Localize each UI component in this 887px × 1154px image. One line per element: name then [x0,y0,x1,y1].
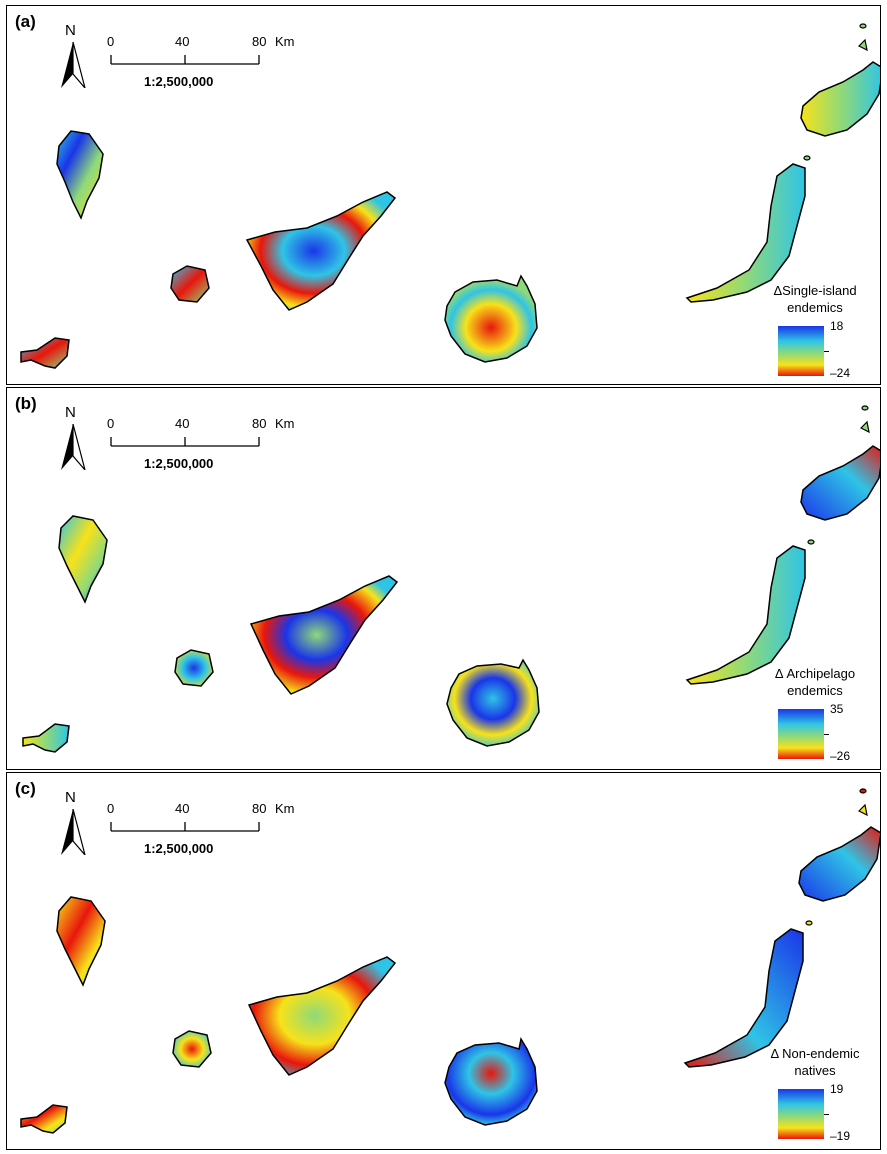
north-arrow-icon [61,42,86,88]
scale-unit: Km [275,34,295,49]
island-la-palma [58,515,108,604]
north-label: N [65,22,76,39]
map-panel-c: (c) N 0 40 80 Km 1:2,500,000 [6,772,881,1150]
north-label: N [65,789,76,806]
islet [859,420,870,434]
panel-label: (b) [15,394,37,413]
island-gran-canaria [444,274,538,363]
map-panel-b: (b) N 0 40 80 Km 1:2,500,000 [6,387,881,770]
legend-subtitle: endemics [787,300,843,315]
islet [805,920,813,926]
scale-tick-80: 80 [252,34,267,49]
island-la-gomera [170,265,210,303]
legend-title: Δ Non-endemic [770,1046,860,1061]
legend-max: 19 [830,1082,844,1096]
scale-tick-0: 0 [107,416,115,431]
scale-ratio: 1:2,500,000 [144,456,214,471]
legend-min: –26 [830,749,851,763]
north-arrow-icon [61,424,86,470]
legend: ΔSingle-island endemics 18 –24 [760,282,870,380]
map-panel-a: (a) N 0 40 80 Km 1:2,500,000 [6,5,881,385]
island-la-palma [56,130,104,220]
scale-bar: 0 40 80 Km 1:2,500,000 [107,801,307,856]
island-gran-canaria [444,1036,538,1126]
island-el-hierro [20,337,70,369]
island-fuerteventura [683,928,804,1068]
islet [857,803,868,817]
legend-color-bar [778,1089,824,1139]
scale-tick-0: 0 [107,34,115,49]
islet [859,788,867,794]
islet [861,405,869,411]
island-el-hierro [20,1104,68,1134]
legend-max: 35 [830,702,844,716]
scale-tick-40: 40 [175,416,190,431]
legend: Δ Non-endemic natives 19 –19 [760,1045,870,1143]
island-tenerife [245,191,397,311]
legend-color-bar [778,709,824,759]
island-lanzarote [798,826,880,902]
legend-mid-tick [824,351,829,352]
islet [803,155,811,161]
north-arrow-icon [61,809,86,855]
island-la-palma [56,896,106,987]
legend-mid-tick [824,734,829,735]
island-la-gomera [174,649,214,687]
islet [857,38,868,52]
legend-min: –19 [830,1129,851,1143]
island-lanzarote [800,445,880,521]
scale-tick-40: 40 [175,801,190,816]
scale-tick-0: 0 [107,801,115,816]
scale-bar: 0 40 80 Km 1:2,500,000 [107,34,307,89]
legend-title: ΔSingle-island [773,283,857,298]
scale-tick-40: 40 [175,34,190,49]
scale-bar: 0 40 80 Km 1:2,500,000 [107,416,307,471]
islet [807,539,815,545]
legend-title: Δ Archipelago [774,666,856,681]
island-gran-canaria [446,658,540,747]
islet [859,23,867,29]
scale-ratio: 1:2,500,000 [144,841,214,856]
islands-map [20,788,880,1134]
island-tenerife [247,956,397,1076]
legend: Δ Archipelago endemics 35 –26 [760,665,870,763]
legend-subtitle: natives [794,1063,836,1078]
legend-mid-tick [824,1114,829,1115]
panel-label: (c) [15,779,36,798]
scale-unit: Km [275,416,295,431]
scale-unit: Km [275,801,295,816]
legend-max: 18 [830,319,844,333]
island-fuerteventura [685,163,806,303]
island-lanzarote [800,61,880,137]
scale-tick-80: 80 [252,416,267,431]
island-fuerteventura [685,545,806,685]
island-tenerife [249,575,399,695]
legend-min: –24 [830,366,851,380]
panel-label: (a) [15,12,36,31]
legend-subtitle: endemics [787,683,843,698]
islands-map [20,23,880,369]
scale-tick-80: 80 [252,801,267,816]
north-label: N [65,404,76,421]
scale-ratio: 1:2,500,000 [144,74,214,89]
legend-color-bar [778,326,824,376]
island-el-hierro [22,723,70,753]
island-la-gomera [172,1030,212,1068]
islands-map [22,405,880,753]
